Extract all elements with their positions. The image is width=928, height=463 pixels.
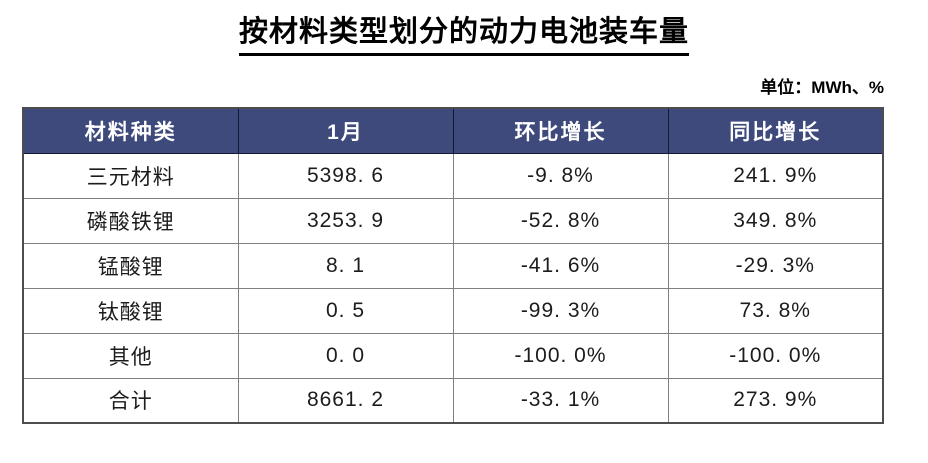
material-cell: 钛酸锂 [22, 287, 239, 334]
value-cell: -99. 3% [452, 287, 669, 334]
value-cell: 8661. 2 [237, 377, 454, 424]
value-cell: 3253. 9 [237, 197, 454, 244]
value-cell: -29. 3% [667, 242, 884, 289]
material-cell: 合计 [22, 377, 239, 424]
value-cell: -41. 6% [452, 242, 669, 289]
value-cell: -100. 0% [452, 332, 669, 379]
material-cell: 三元材料 [22, 152, 239, 199]
value-cell: 273. 9% [667, 377, 884, 424]
value-cell: -9. 8% [452, 152, 669, 199]
unit-label: 单位：MWh、% [760, 78, 884, 97]
value-cell: 5398. 6 [237, 152, 454, 199]
value-cell: 8. 1 [237, 242, 454, 289]
table-row: 合计 8661. 2 -33. 1% 273. 9% [22, 377, 884, 424]
value-cell: 0. 5 [237, 287, 454, 334]
material-cell: 磷酸铁锂 [22, 197, 239, 244]
value-cell: 0. 0 [237, 332, 454, 379]
header-cell: 1月 [237, 107, 454, 154]
table-row: 磷酸铁锂 3253. 9 -52. 8% 349. 8% [22, 197, 884, 244]
value-cell: -52. 8% [452, 197, 669, 244]
value-cell: 73. 8% [667, 287, 884, 334]
table-header: 材料种类 1月 环比增长 同比增长 [22, 107, 884, 154]
value-cell: -33. 1% [452, 377, 669, 424]
table-row: 三元材料 5398. 6 -9. 8% 241. 9% [22, 152, 884, 199]
header-cell: 材料种类 [22, 107, 239, 154]
header-cell: 同比增长 [667, 107, 884, 154]
header-cell: 环比增长 [452, 107, 669, 154]
table-row: 钛酸锂 0. 5 -99. 3% 73. 8% [22, 287, 884, 334]
battery-installation-table: 材料种类 1月 环比增长 同比增长 三元材料 5398. 6 -9. 8% 241. 9% 磷… [22, 107, 884, 424]
value-cell: 241. 9% [667, 152, 884, 199]
value-cell: 349. 8% [667, 197, 884, 244]
table-body: 三元材料 5398. 6 -9. 8% 241. 9% 磷酸铁锂 3253. 9 -52. … [22, 152, 884, 424]
report-page: 按材料类型划分的动力电池装车量 单位：MWh、% 材料种类 1月 环比增长 同比增长 … [0, 8, 928, 424]
value-cell: -100. 0% [667, 332, 884, 379]
page-title-text: 按材料类型划分的动力电池装车量 [238, 8, 689, 56]
table-row: 其他 0. 0 -100. 0% -100. 0% [22, 332, 884, 379]
header-row: 材料种类 1月 环比增长 同比增长 [22, 107, 884, 154]
table-row: 锰酸锂 8. 1 -41. 6% -29. 3% [22, 242, 884, 289]
material-cell: 锰酸锂 [22, 242, 239, 289]
material-cell: 其他 [22, 332, 239, 379]
page-title: 按材料类型划分的动力电池装车量 [0, 8, 928, 56]
